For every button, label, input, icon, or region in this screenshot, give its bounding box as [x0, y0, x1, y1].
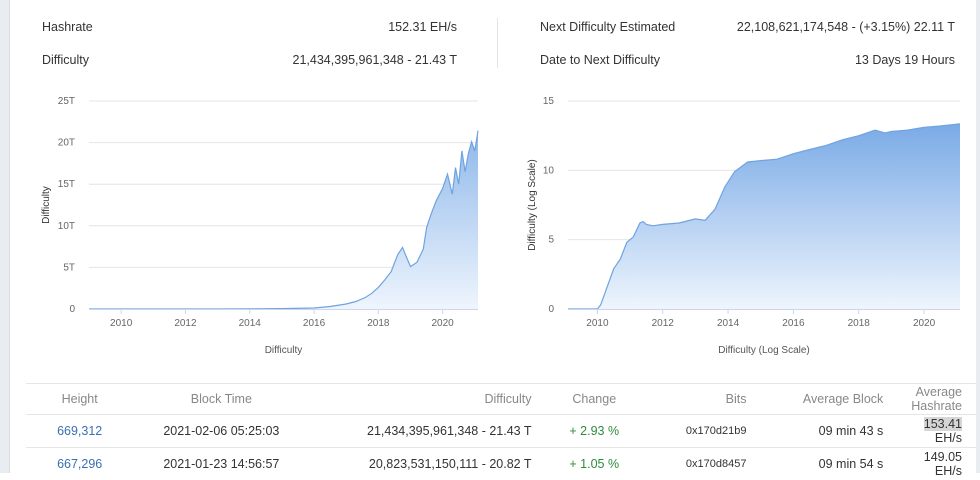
table-row: 669,312 2021-02-06 05:25:03 21,434,395,9… — [26, 415, 976, 448]
y-tick-label: 10T — [58, 221, 75, 232]
next-difficulty-label: Next Difficulty Estimated — [540, 20, 675, 34]
average-hashrate-cell: 149.05 EH/s — [897, 448, 976, 480]
block-height-link[interactable]: 667,296 — [57, 457, 102, 471]
block-time: 2021-02-06 05:25:03 — [133, 415, 309, 448]
difficulty-log-chart: 0 5 10 15 2010 2012 2014 2016 2018 2020 Difficulty… — [520, 88, 970, 363]
average-hashrate-cell: 153.41 EH/s — [897, 415, 976, 448]
table-header-row: Height Block Time Difficulty Change Bits… — [26, 384, 976, 415]
difficulty-cell: 20,823,531,150,111 - 20.82 T — [309, 448, 545, 480]
col-height: Height — [26, 384, 133, 415]
average-block-cell: 09 min 43 s — [760, 415, 897, 448]
y-tick-label: 20T — [58, 138, 75, 149]
x-tick-label: 2010 — [110, 318, 133, 329]
hashrate-value: 149.05 EH/s — [924, 450, 962, 478]
y-tick-label: 0 — [69, 304, 75, 315]
x-tick-label: 2020 — [432, 318, 455, 329]
stats-divider — [497, 18, 498, 68]
hashrate-value: 152.31 EH/s — [388, 20, 457, 34]
x-axis-title: Difficulty — [265, 345, 303, 356]
x-tick-label: 2016 — [303, 318, 326, 329]
y-tick-label: 25T — [58, 96, 75, 107]
col-change: Change — [546, 384, 644, 415]
series-area — [89, 131, 478, 309]
x-tick-label: 2020 — [913, 318, 936, 329]
col-average-hashrate: Average Hashrate — [897, 384, 976, 415]
x-tick-label: 2018 — [848, 318, 871, 329]
window-left-edge — [0, 0, 10, 473]
x-tick-label: 2016 — [782, 318, 805, 329]
difficulty-history-table: Height Block Time Difficulty Change Bits… — [26, 383, 976, 480]
hashrate-unit: EH/s — [935, 431, 962, 445]
window-right-edge — [976, 0, 980, 473]
x-tick-label: 2014 — [239, 318, 262, 329]
x-tick-label: 2012 — [174, 318, 197, 329]
col-bits: Bits — [643, 384, 760, 415]
average-block-cell: 09 min 54 s — [760, 448, 897, 480]
y-tick-label: 10 — [543, 165, 555, 176]
y-tick-label: 5T — [63, 262, 75, 273]
y-axis-title: Difficulty (Log Scale) — [527, 159, 538, 251]
block-time: 2021-01-23 14:56:57 — [133, 448, 309, 480]
y-axis-title: Difficulty — [41, 186, 52, 224]
col-block-time: Block Time — [133, 384, 309, 415]
y-tick-label: 0 — [548, 304, 554, 315]
bits-cell: 0x170d21b9 — [643, 415, 760, 448]
hashrate-label: Hashrate — [42, 20, 93, 34]
x-tick-label: 2018 — [367, 318, 390, 329]
y-tick-label: 15T — [58, 179, 75, 190]
date-next-difficulty-value: 13 Days 19 Hours — [855, 53, 955, 67]
x-tick-label: 2010 — [586, 318, 609, 329]
difficulty-cell: 21,434,395,961,348 - 21.43 T — [309, 415, 545, 448]
y-tick-label: 5 — [548, 235, 554, 246]
change-cell: + 2.93 % — [546, 415, 644, 448]
x-tick-label: 2012 — [652, 318, 675, 329]
series-area — [568, 124, 960, 309]
x-axis-title: Difficulty (Log Scale) — [718, 345, 810, 356]
block-height-link[interactable]: 669,312 — [57, 424, 102, 438]
table-row: 667,296 2021-01-23 14:56:57 20,823,531,1… — [26, 448, 976, 480]
date-next-difficulty-label: Date to Next Difficulty — [540, 53, 660, 67]
bits-cell: 0x170d8457 — [643, 448, 760, 480]
next-difficulty-value: 22,108,621,174,548 - (+3.15%) 22.11 T — [737, 20, 955, 34]
selected-text[interactable]: 153.41 — [924, 417, 962, 431]
col-average-block: Average Block — [760, 384, 897, 415]
difficulty-label: Difficulty — [42, 53, 89, 67]
y-tick-label: 15 — [543, 96, 555, 107]
difficulty-chart: 0 5T 10T 15T 20T 25T 2010 2012 2014 2016 2018 2020 D… — [30, 88, 490, 363]
change-cell: + 1.05 % — [546, 448, 644, 480]
x-tick-label: 2014 — [717, 318, 740, 329]
difficulty-value: 21,434,395,961,348 - 21.43 T — [293, 53, 458, 67]
col-difficulty: Difficulty — [309, 384, 545, 415]
